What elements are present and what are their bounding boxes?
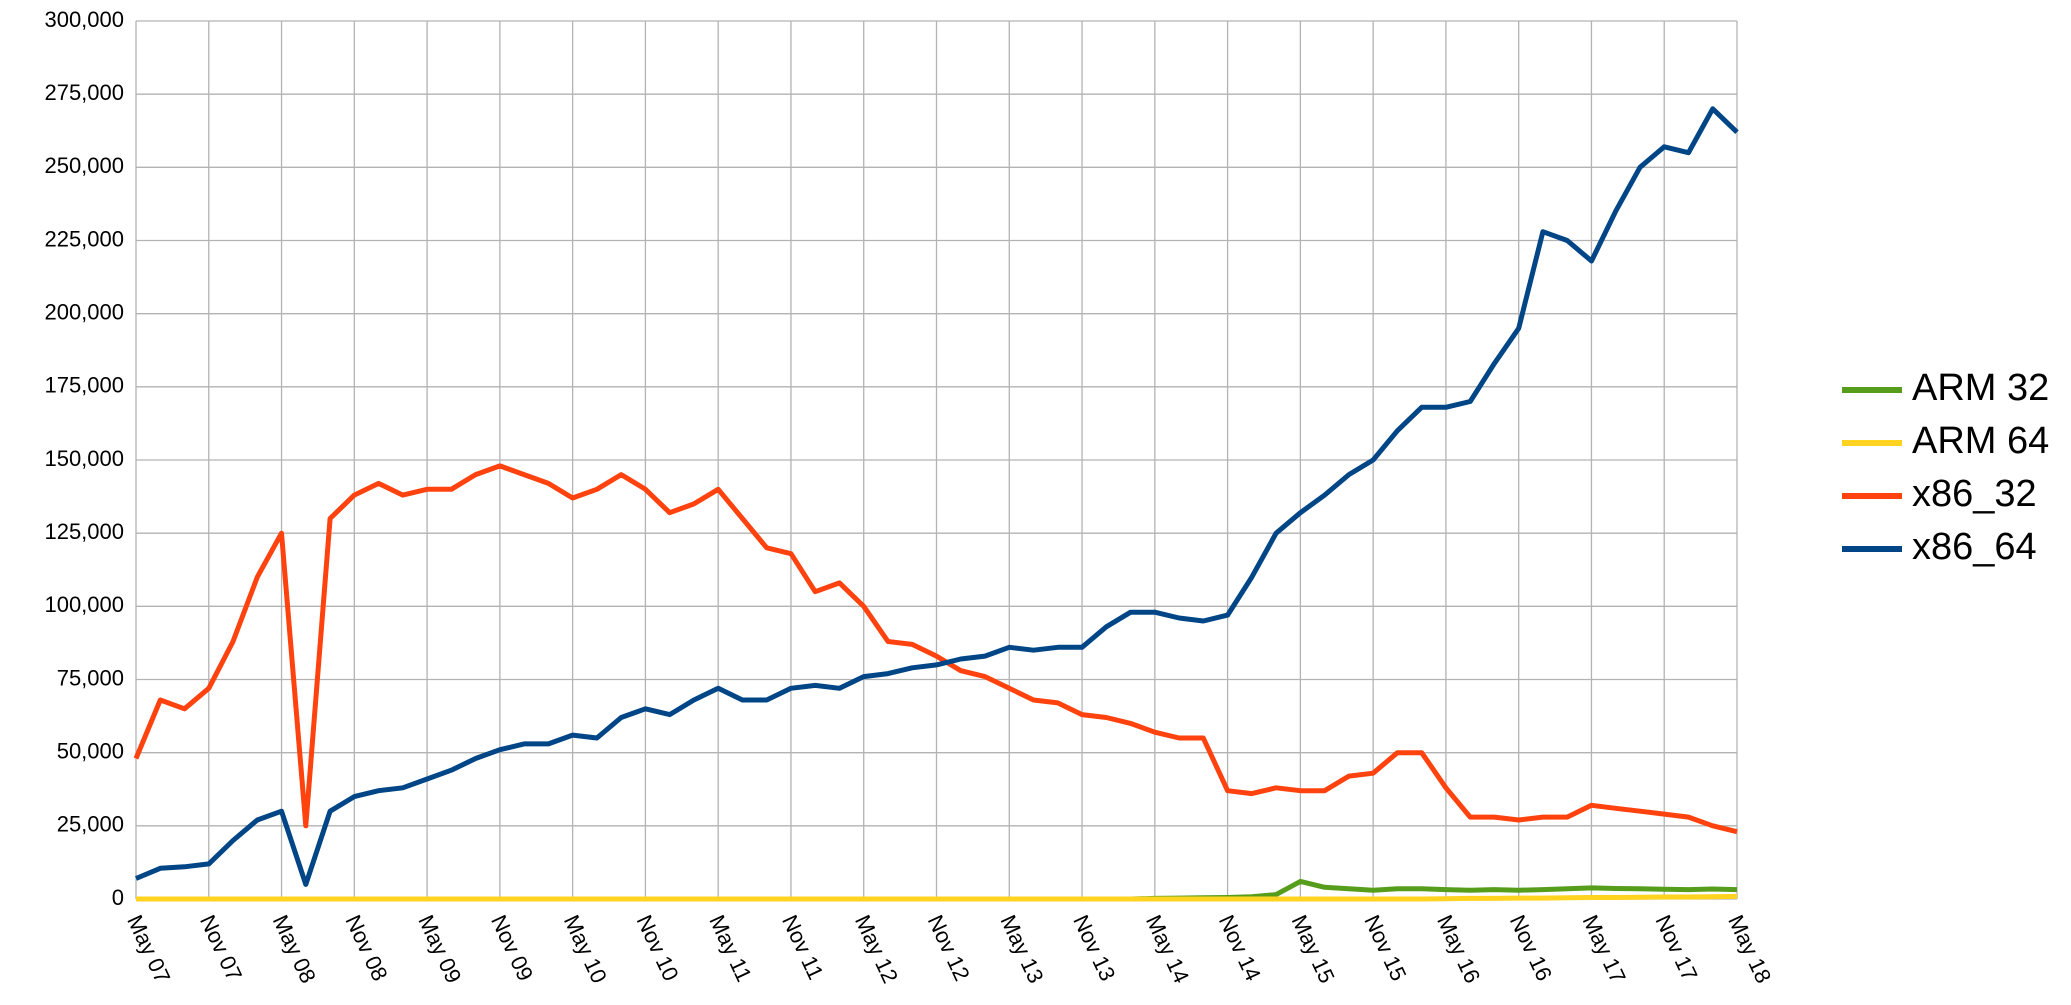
- x-tick-label: Nov 10: [632, 911, 684, 985]
- x-tick-label: Nov 17: [1650, 911, 1702, 985]
- x-tick-label: May 16: [1432, 911, 1485, 987]
- series-line: [135, 106, 1739, 887]
- x-tick-label: May 11: [704, 911, 756, 985]
- x-tick-label: Nov 08: [341, 911, 393, 985]
- x-tick-label: May 07: [122, 911, 175, 987]
- y-tick-label: 300,000: [44, 7, 124, 32]
- y-tick-label: 50,000: [57, 738, 124, 763]
- x-tick-label: Nov 07: [195, 911, 247, 985]
- legend-label: ARM 64: [1912, 420, 2049, 462]
- y-tick-label: 275,000: [44, 80, 124, 105]
- x-tick-label: Nov 13: [1068, 911, 1120, 985]
- x-tick-label: Nov 09: [486, 911, 538, 985]
- x-tick-label: May 18: [1723, 911, 1776, 987]
- x-tick-label: May 12: [850, 911, 903, 987]
- y-tick-label: 0: [112, 885, 124, 910]
- x-tick-label: May 15: [1287, 911, 1340, 987]
- y-tick-label: 125,000: [44, 519, 124, 544]
- y-tick-label: 75,000: [57, 665, 124, 690]
- x-tick-label: May 17: [1578, 911, 1631, 987]
- y-tick-label: 250,000: [44, 153, 124, 178]
- x-tick-label: May 08: [268, 911, 321, 987]
- x-tick-label: May 14: [1141, 911, 1194, 987]
- y-tick-label: 225,000: [44, 226, 124, 251]
- x-tick-label: Nov 15: [1359, 911, 1411, 985]
- x-tick-label: Nov 14: [1214, 911, 1266, 985]
- x-tick-label: Nov 12: [923, 911, 975, 985]
- series-line: [136, 893, 1738, 902]
- x-tick-label: May 09: [413, 911, 466, 987]
- x-tick-label: Nov 16: [1505, 911, 1557, 985]
- legend-label: ARM 32: [1912, 367, 2049, 409]
- y-tick-label: 200,000: [44, 299, 124, 324]
- y-tick-label: 100,000: [44, 592, 124, 617]
- series-line: [133, 463, 1738, 835]
- y-tick-label: 175,000: [44, 373, 124, 398]
- x-tick-label: May 10: [559, 911, 612, 987]
- legend-label: x86_64: [1912, 526, 2037, 568]
- legend-label: x86_32: [1912, 473, 2037, 515]
- y-tick-label: 25,000: [57, 812, 124, 837]
- y-tick-label: 150,000: [44, 446, 124, 471]
- x-tick-label: Nov 11: [777, 911, 828, 983]
- x-tick-label: May 13: [995, 911, 1048, 987]
